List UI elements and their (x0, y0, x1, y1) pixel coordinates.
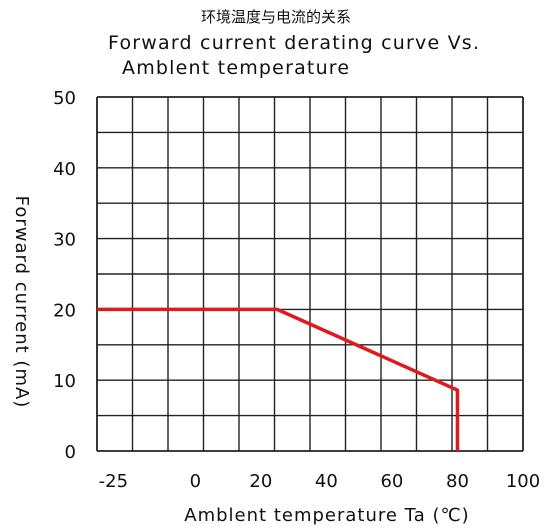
x-tick-label: 100 (506, 471, 540, 492)
chart-subtitle-line2: Amblent temperature (122, 57, 351, 79)
series (97, 307, 460, 451)
grid (96, 96, 524, 452)
x-tick-label: 60 (380, 471, 403, 492)
x-tick-label: 80 (446, 471, 469, 492)
y-tick-label: 10 (53, 371, 76, 392)
x-tick-label: 0 (190, 471, 201, 492)
series-line (97, 307, 460, 451)
x-tick-label: 20 (249, 471, 272, 492)
y-tick-label: 30 (53, 230, 76, 251)
chart-subtitle-line1: Forward current derating curve Vs. (108, 32, 481, 54)
x-axis-label: Amblent temperature Ta (℃) (184, 505, 469, 526)
x-tick-label: 40 (315, 471, 338, 492)
x-tick-label: -25 (99, 471, 128, 492)
chart-title: 环境温度与电流的关系 (200, 8, 351, 26)
y-axis-label: Forward current (mA) (11, 196, 32, 409)
y-tick-label: 40 (53, 159, 76, 180)
y-tick-label: 20 (53, 300, 76, 321)
y-tick-label: 0 (65, 442, 76, 463)
y-tick-label: 50 (53, 88, 76, 109)
